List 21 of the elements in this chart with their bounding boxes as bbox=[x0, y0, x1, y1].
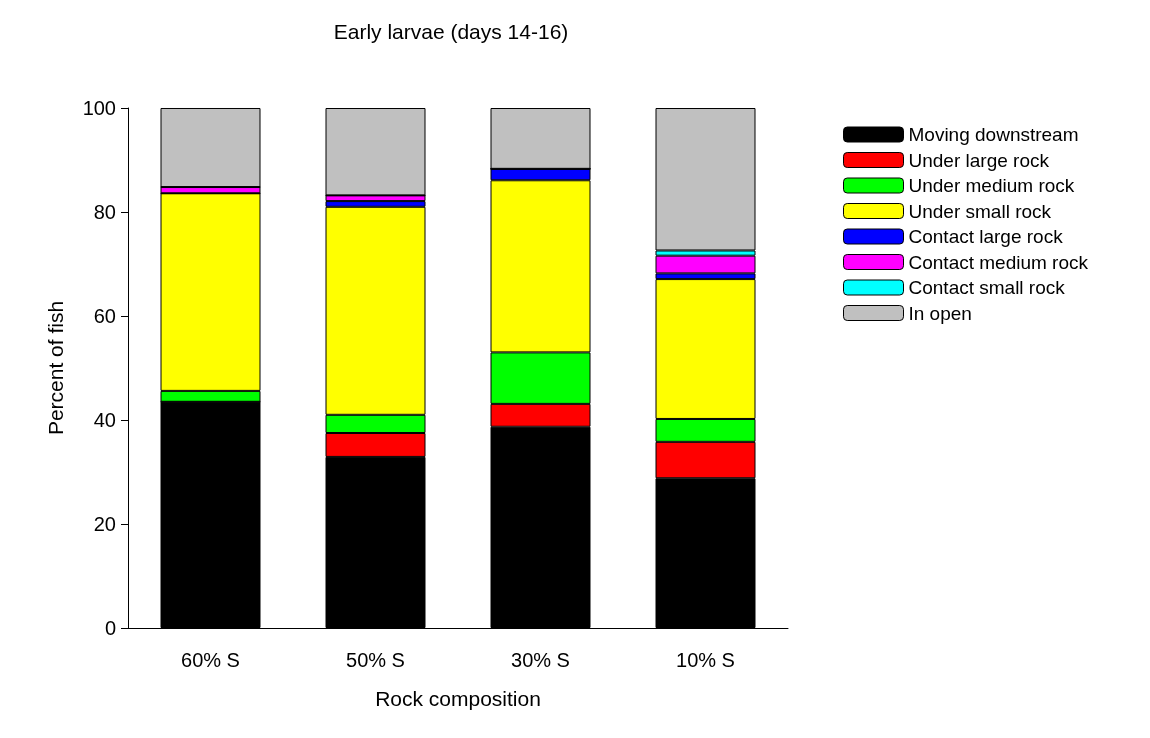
y-tick-label: 80 bbox=[93, 201, 116, 223]
x-tick-label: 10% S bbox=[676, 649, 735, 671]
y-axis-title: Percent of fish bbox=[44, 300, 67, 436]
y-tick-label: 40 bbox=[93, 409, 116, 431]
legend-label: Contact large rock bbox=[908, 226, 1064, 247]
y-tick-label: 20 bbox=[93, 513, 116, 535]
x-tick-label: 30% S bbox=[511, 649, 570, 671]
legend-label: Contact small rock bbox=[908, 277, 1066, 298]
y-tick-label: 100 bbox=[82, 97, 116, 119]
chart-title: Early larvae (days 14-16) bbox=[333, 20, 569, 43]
legend-label: Under medium rock bbox=[908, 175, 1075, 196]
x-axis-title: Rock composition bbox=[375, 687, 541, 710]
legend-label: Contact medium rock bbox=[908, 251, 1089, 273]
legend-label: Under large rock bbox=[908, 149, 1050, 171]
legend-label: Moving downstream bbox=[908, 124, 1079, 145]
x-tick-label: 50% S bbox=[346, 649, 405, 671]
y-tick-label: 60 bbox=[93, 305, 116, 327]
legend-label: In open bbox=[908, 302, 972, 324]
x-tick-label: 60% S bbox=[181, 649, 240, 671]
legend-label: Under small rock bbox=[908, 200, 1052, 222]
y-tick-label: 0 bbox=[104, 617, 116, 639]
